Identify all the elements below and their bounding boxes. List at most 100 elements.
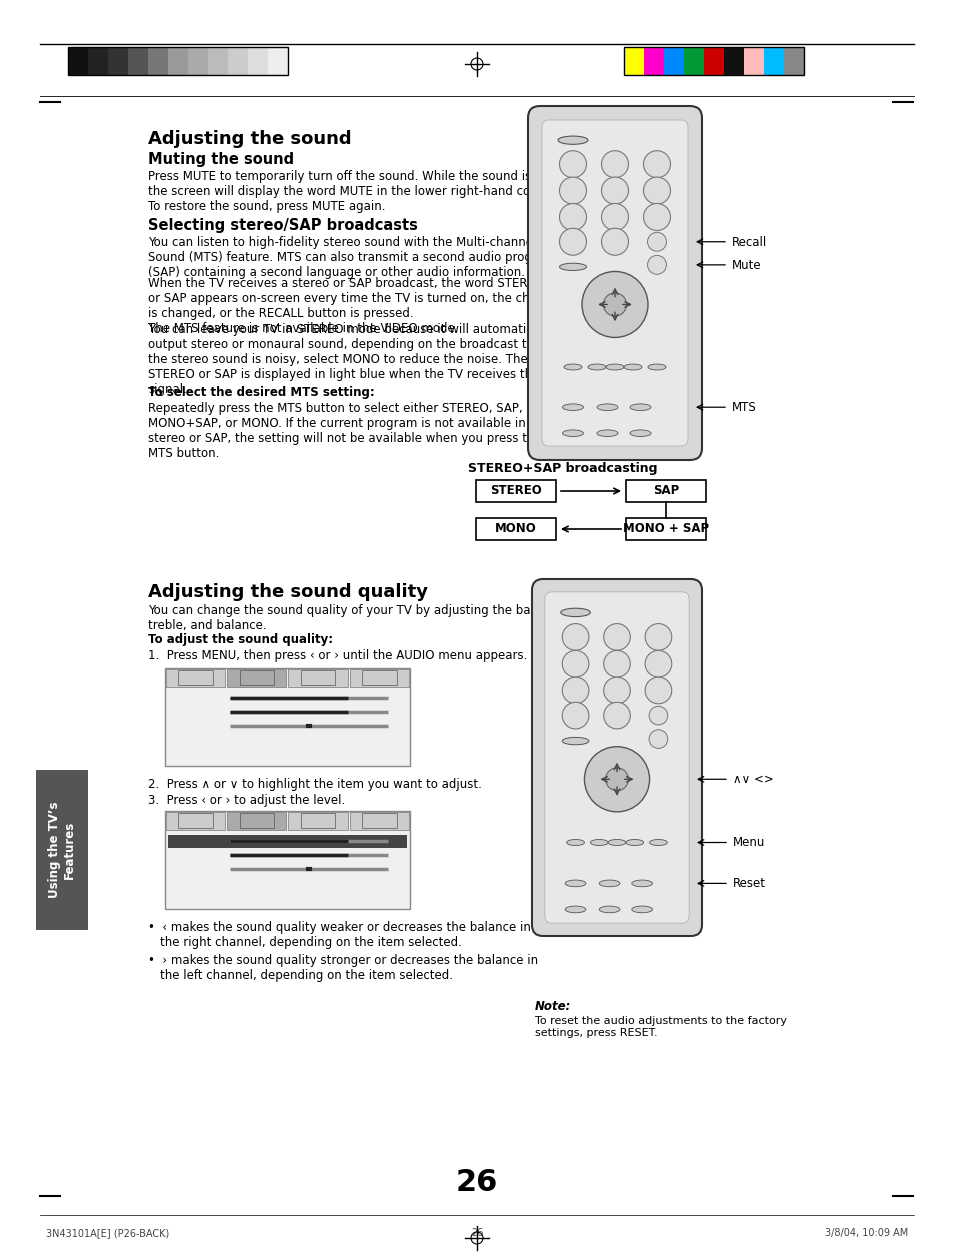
Ellipse shape bbox=[649, 839, 666, 845]
Circle shape bbox=[603, 650, 630, 677]
Text: POWER: POWER bbox=[581, 134, 607, 139]
Text: STEREO+SAP broadcasting: STEREO+SAP broadcasting bbox=[468, 462, 657, 475]
Text: CH-: CH- bbox=[612, 824, 621, 829]
Ellipse shape bbox=[561, 737, 588, 745]
Circle shape bbox=[601, 178, 628, 204]
Circle shape bbox=[558, 178, 586, 204]
Text: Adjusting the sound: Adjusting the sound bbox=[148, 130, 352, 147]
Bar bbox=[227, 811, 286, 830]
Bar bbox=[268, 47, 288, 76]
Circle shape bbox=[644, 677, 671, 704]
Text: the left channel, depending on the item selected.: the left channel, depending on the item … bbox=[160, 969, 453, 982]
Text: -: - bbox=[550, 311, 553, 318]
Bar bbox=[166, 669, 225, 687]
Circle shape bbox=[601, 204, 628, 231]
Text: Reset: Reset bbox=[732, 877, 765, 891]
Bar bbox=[239, 813, 274, 828]
Text: +: + bbox=[675, 311, 680, 318]
Text: Press MUTE to temporarily turn off the sound. While the sound is off,
the screen: Press MUTE to temporarily turn off the s… bbox=[148, 170, 557, 213]
Text: Note:: Note: bbox=[535, 1000, 571, 1013]
Ellipse shape bbox=[597, 404, 618, 411]
Bar bbox=[743, 47, 763, 76]
Text: Mute: Mute bbox=[731, 258, 760, 272]
Text: SURROUND: SURROUND bbox=[172, 878, 226, 887]
Text: •  ‹ makes the sound quality weaker or decreases the balance in: • ‹ makes the sound quality weaker or de… bbox=[148, 921, 530, 934]
Ellipse shape bbox=[629, 430, 650, 436]
Text: Using the TV’s
Features: Using the TV’s Features bbox=[48, 801, 76, 898]
Text: MTS: MTS bbox=[639, 396, 650, 401]
Text: 6: 6 bbox=[655, 653, 660, 662]
Bar bbox=[476, 518, 556, 541]
Text: 7: 7 bbox=[570, 205, 575, 214]
Text: CH RTN: CH RTN bbox=[587, 396, 605, 401]
Circle shape bbox=[558, 151, 586, 178]
Text: 3N43101A[E] (P26-BACK): 3N43101A[E] (P26-BACK) bbox=[46, 1228, 169, 1239]
Circle shape bbox=[648, 707, 667, 724]
Text: Selecting stereo/SAP broadcasts: Selecting stereo/SAP broadcasts bbox=[148, 218, 417, 233]
Bar bbox=[783, 47, 803, 76]
Circle shape bbox=[644, 624, 671, 650]
Text: ENTER: ENTER bbox=[558, 357, 574, 362]
Text: STEREO: STEREO bbox=[490, 485, 541, 498]
Text: ENTER: ENTER bbox=[560, 833, 577, 838]
Text: VOL: VOL bbox=[547, 305, 557, 310]
Text: BALANCE: BALANCE bbox=[172, 721, 216, 730]
Text: 5: 5 bbox=[612, 179, 617, 188]
Circle shape bbox=[561, 702, 588, 730]
Bar bbox=[128, 47, 148, 76]
Bar bbox=[476, 480, 556, 501]
Text: OFF: OFF bbox=[230, 878, 246, 887]
Text: SAP: SAP bbox=[652, 485, 679, 498]
Bar bbox=[68, 47, 88, 76]
Text: ▼ FAV  ▲: ▼ FAV ▲ bbox=[631, 897, 650, 901]
Text: 100: 100 bbox=[610, 708, 622, 713]
Text: 1: 1 bbox=[570, 152, 575, 163]
Bar bbox=[227, 669, 286, 687]
Text: CH RTN: CH RTN bbox=[590, 872, 608, 877]
Text: 0: 0 bbox=[400, 722, 406, 731]
Text: 0: 0 bbox=[573, 704, 578, 713]
FancyBboxPatch shape bbox=[532, 580, 701, 936]
Text: 4: 4 bbox=[570, 179, 575, 188]
Text: VOL: VOL bbox=[673, 305, 682, 310]
Circle shape bbox=[561, 624, 588, 650]
Text: OFF: OFF bbox=[230, 735, 246, 743]
Text: 0: 0 bbox=[400, 866, 406, 874]
Text: MUTE: MUTE bbox=[649, 247, 663, 252]
Text: 100: 100 bbox=[608, 234, 620, 239]
Ellipse shape bbox=[590, 839, 607, 845]
Ellipse shape bbox=[598, 879, 619, 887]
Text: ∧∨ <>: ∧∨ <> bbox=[732, 774, 773, 786]
FancyBboxPatch shape bbox=[527, 106, 701, 460]
Text: Repeatedly press the MTS button to select either STEREO, SAP,
MONO+SAP, or MONO.: Repeatedly press the MTS button to selec… bbox=[148, 402, 541, 460]
Circle shape bbox=[644, 650, 671, 677]
Bar bbox=[168, 835, 407, 848]
Text: TREBLE: TREBLE bbox=[172, 850, 208, 859]
Circle shape bbox=[603, 677, 630, 704]
FancyBboxPatch shape bbox=[541, 120, 687, 446]
Text: TV/VIDEO: TV/VIDEO bbox=[555, 421, 576, 425]
Ellipse shape bbox=[647, 364, 665, 370]
Text: 8: 8 bbox=[614, 679, 619, 688]
Bar bbox=[288, 669, 348, 687]
Ellipse shape bbox=[587, 364, 605, 370]
Text: 3: 3 bbox=[654, 152, 659, 163]
Text: 8: 8 bbox=[612, 205, 617, 214]
Text: STABLE SOUND: STABLE SOUND bbox=[172, 748, 244, 759]
Text: VOL: VOL bbox=[674, 780, 683, 785]
Text: You can listen to high-fidelity stereo sound with the Multi-channel TV
Sound (MT: You can listen to high-fidelity stereo s… bbox=[148, 236, 555, 278]
Text: SELECT: SELECT bbox=[172, 753, 199, 759]
Bar bbox=[168, 47, 188, 76]
Text: PICTURE: PICTURE bbox=[184, 672, 207, 677]
Text: STABLE SOUND: STABLE SOUND bbox=[172, 892, 244, 901]
Ellipse shape bbox=[598, 906, 619, 912]
Text: AUDIO: AUDIO bbox=[248, 814, 265, 819]
Text: MTS: MTS bbox=[640, 872, 651, 877]
Ellipse shape bbox=[597, 430, 618, 436]
Circle shape bbox=[647, 232, 666, 251]
Text: MUTE: MUTE bbox=[650, 722, 665, 727]
Text: SETUP: SETUP bbox=[310, 814, 326, 819]
Circle shape bbox=[647, 256, 666, 275]
Ellipse shape bbox=[631, 879, 652, 887]
Text: MONO: MONO bbox=[495, 523, 537, 536]
